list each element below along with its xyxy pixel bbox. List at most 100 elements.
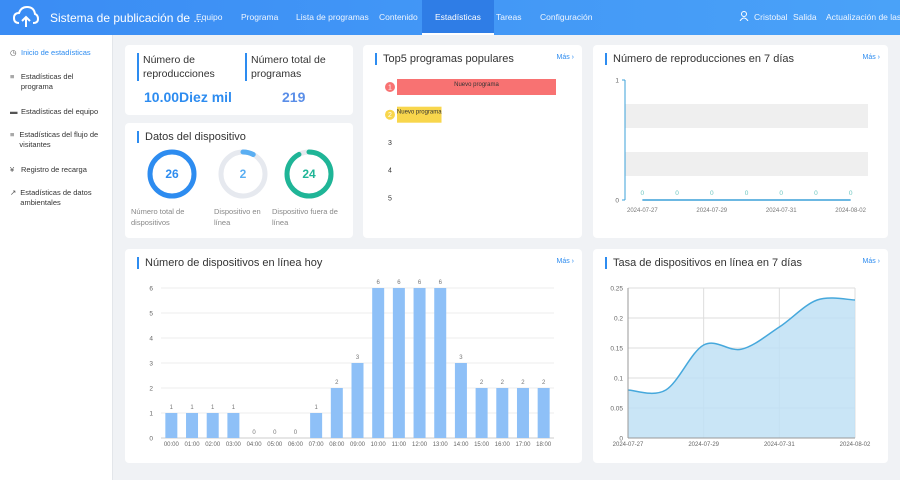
data-label: 6: [377, 280, 381, 286]
data-label: 3: [356, 355, 360, 361]
label: Estadísticas del equipo: [21, 107, 99, 116]
data-label: 0: [849, 190, 853, 197]
y-tick-label: 4: [149, 336, 153, 343]
more-link[interactable]: Más: [862, 54, 880, 61]
icon: ≡: [10, 130, 15, 139]
app-title: Sistema de publicación de ...: [50, 11, 204, 25]
y-tick-label: 5: [149, 311, 153, 318]
more-link[interactable]: Más: [556, 258, 574, 265]
x-tick-label: 15:00: [474, 442, 490, 448]
data-label: 1: [314, 405, 318, 411]
bar: [537, 388, 550, 438]
y-tick-label: 0: [149, 436, 153, 443]
y-tick-label: 1: [149, 411, 153, 418]
bar: [392, 288, 405, 438]
label: Registro de recarga: [21, 165, 87, 174]
chart-card: 0 1 2 3 4 5 6 00:00 1 01:00 1 02:00 1 03:00 1 04:00 0 05:…: [125, 249, 582, 463]
y-tick-label: 0: [619, 436, 623, 443]
side-item[interactable]: ¥ Registro de recarga: [10, 165, 106, 175]
bar: [351, 363, 364, 438]
x-tick-label: 2024-07-27: [613, 442, 644, 448]
nav-item[interactable]: Tareas: [496, 12, 522, 22]
side-item[interactable]: ↗ Estadísticas de datos ambientales: [10, 188, 106, 208]
x-tick-label: 01:00: [185, 442, 201, 448]
y-tick-label: 1: [615, 78, 619, 85]
icon: ◷: [10, 48, 17, 57]
label: Inicio de estadísticas: [21, 48, 91, 57]
summary-label: Número total de programas: [245, 53, 356, 81]
x-tick-label: 2024-07-29: [696, 208, 727, 214]
x-tick-label: 03:00: [226, 442, 242, 448]
nav-item[interactable]: Lista de programas: [296, 12, 369, 22]
x-tick-label: 08:00: [329, 442, 345, 448]
bar-label: Nuevo programa: [397, 110, 442, 116]
chart: 0 1 2024-07-27 0 0 2024-07-29 0 0 2024-07-31 0 0 20…: [615, 78, 868, 214]
nav-item-active[interactable]: Estadísticas: [422, 0, 494, 35]
side-item[interactable]: ≡ Estadísticas del programa: [10, 72, 106, 92]
rank: 5: [388, 195, 392, 202]
user-name[interactable]: Cristobal: [754, 12, 788, 22]
bar: [496, 388, 509, 438]
stripe: [625, 152, 868, 176]
rank: 3: [388, 140, 392, 147]
chart: 1 Nuevo programa 2 Nuevo programa 3 4 5: [385, 79, 556, 202]
x-tick-label: 02:00: [205, 442, 221, 448]
bar: [186, 413, 199, 438]
bar: [372, 288, 385, 438]
user-icon: [739, 11, 749, 21]
bar: [165, 413, 178, 438]
y-tick-label: 0.2: [614, 316, 623, 323]
data-label: 0: [745, 190, 749, 197]
x-tick-label: 04:00: [247, 442, 263, 448]
data-label: 0: [779, 190, 783, 197]
side-item[interactable]: ≡ Estadísticas del flujo de visitantes: [10, 130, 106, 150]
x-tick-label: 16:00: [495, 442, 511, 448]
summary-value: 219: [282, 89, 306, 105]
bar-label: Nuevo programa: [454, 82, 499, 88]
x-tick-label: 13:00: [433, 442, 449, 448]
update-link[interactable]: Actualización de las direc: [826, 12, 900, 22]
summary-label: Número de reproducciones: [137, 53, 238, 81]
ring-arc: [218, 149, 268, 199]
chart: 0 0.05 0.1 0.15 0.2 0.25 2024-07-27 2024-07-29 2…: [610, 286, 871, 449]
y-tick-label: 6: [149, 286, 153, 293]
top-bar: Sistema de publicación de ... Equipo Pro…: [0, 0, 900, 35]
ring-value: 26: [165, 167, 179, 181]
side-item[interactable]: ▬ Estadísticas del equipo: [10, 107, 106, 117]
rank-badge: [385, 109, 395, 120]
icon: ↗: [10, 188, 17, 197]
data-label: 2: [335, 380, 339, 386]
ring-arc: [147, 149, 197, 199]
data-label: 2: [501, 380, 505, 386]
nav-item[interactable]: Programa: [241, 12, 279, 22]
x-tick-label: 2024-08-02: [840, 442, 871, 448]
bar: [227, 413, 240, 438]
more-link[interactable]: Más: [556, 54, 574, 61]
more-link[interactable]: Más: [862, 258, 880, 265]
data-label: 0: [294, 430, 298, 436]
sidebar: ◷ Inicio de estadísticas ≡ Estadísticas de…: [0, 35, 113, 480]
bar: [516, 388, 529, 438]
x-tick-label: 14:00: [453, 442, 469, 448]
data-label: 1: [190, 405, 194, 411]
card-title: Datos del dispositivo: [137, 131, 246, 143]
side-item[interactable]: ◷ Inicio de estadísticas: [10, 48, 106, 58]
logout[interactable]: Salida: [793, 12, 817, 22]
line: [627, 297, 856, 395]
label: Estadísticas del programa: [20, 72, 74, 91]
nav-item[interactable]: Contenido: [379, 12, 418, 22]
x-tick-label: 2024-07-31: [764, 442, 795, 448]
nav-item[interactable]: Equipo: [196, 12, 223, 22]
icon: ≡: [10, 72, 15, 81]
data-label: 2: [521, 380, 525, 386]
bar: [454, 363, 467, 438]
summary-card: Número de reproducciones 10.00Diez mil N…: [125, 45, 353, 115]
data-label: 3: [459, 355, 463, 361]
bar: [413, 288, 426, 438]
nav-item[interactable]: Configuración: [540, 12, 593, 22]
data-label: 1: [232, 405, 236, 411]
device-rings: 26 2 24: [147, 149, 334, 199]
y-tick-label: 0: [615, 198, 619, 205]
data-label: 6: [439, 280, 443, 286]
